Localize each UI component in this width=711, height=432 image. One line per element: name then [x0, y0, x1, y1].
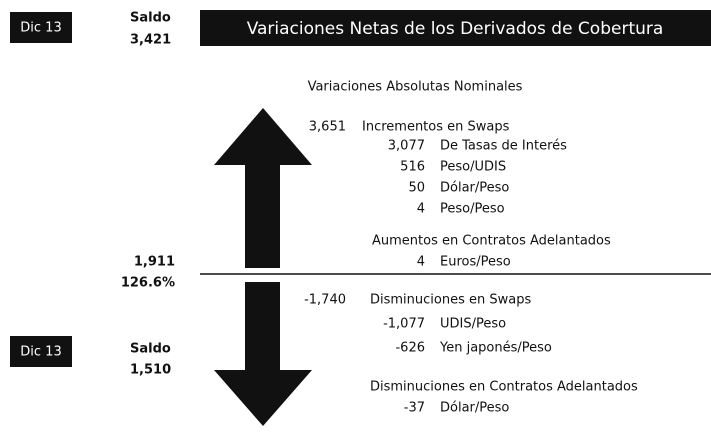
item-value: -1,077 — [383, 317, 425, 332]
group-value: -1,740 — [304, 293, 346, 308]
group-label: Disminuciones en Swaps — [370, 293, 531, 308]
group-label: Disminuciones en Contratos Adelantados — [370, 380, 638, 395]
item-value: -37 — [404, 401, 425, 416]
item-value: -626 — [395, 341, 425, 356]
item-label: Dólar/Peso — [440, 401, 509, 416]
item-label: UDIS/Peso — [440, 317, 506, 332]
saldo-label: Saldo — [130, 11, 171, 26]
period-box — [10, 336, 72, 367]
saldo-label: Saldo — [130, 342, 171, 357]
item-value: 50 — [408, 181, 425, 196]
net-value: 1,911 — [134, 255, 175, 270]
period-box — [10, 12, 72, 43]
changes: 3,651 Incrementos en Swaps 3,077 De Tasas d… — [304, 120, 638, 416]
subtitle: Variaciones Absolutas Nominales — [308, 80, 523, 95]
item-label: Euros/Peso — [440, 255, 511, 270]
period: Dic 13 — [20, 21, 61, 36]
item-value: 4 — [417, 202, 425, 217]
title-bar — [200, 10, 711, 46]
group-value: 3,651 — [309, 120, 346, 135]
item-label: Yen japonés/Peso — [439, 341, 552, 356]
item-value: 3,077 — [388, 139, 425, 154]
net-percent: 126.6% — [121, 276, 175, 291]
saldo-value: 1,510 — [130, 363, 171, 378]
item-label: Peso/UDIS — [440, 160, 506, 175]
saldo-value: 3,421 — [130, 33, 171, 48]
up-arrow — [214, 108, 312, 268]
down-arrow — [214, 282, 312, 426]
item-label: Peso/Peso — [440, 202, 505, 217]
period: Dic 13 — [20, 345, 61, 360]
title: Variaciones Netas de los Derivados de Co… — [247, 19, 664, 39]
item-label: De Tasas de Interés — [440, 139, 567, 154]
group-label: Aumentos en Contratos Adelantados — [372, 234, 611, 249]
item-value: 516 — [400, 160, 425, 175]
item-label: Dólar/Peso — [440, 181, 509, 196]
item-value: 4 — [417, 255, 425, 270]
group-label: Incrementos en Swaps — [362, 120, 510, 135]
